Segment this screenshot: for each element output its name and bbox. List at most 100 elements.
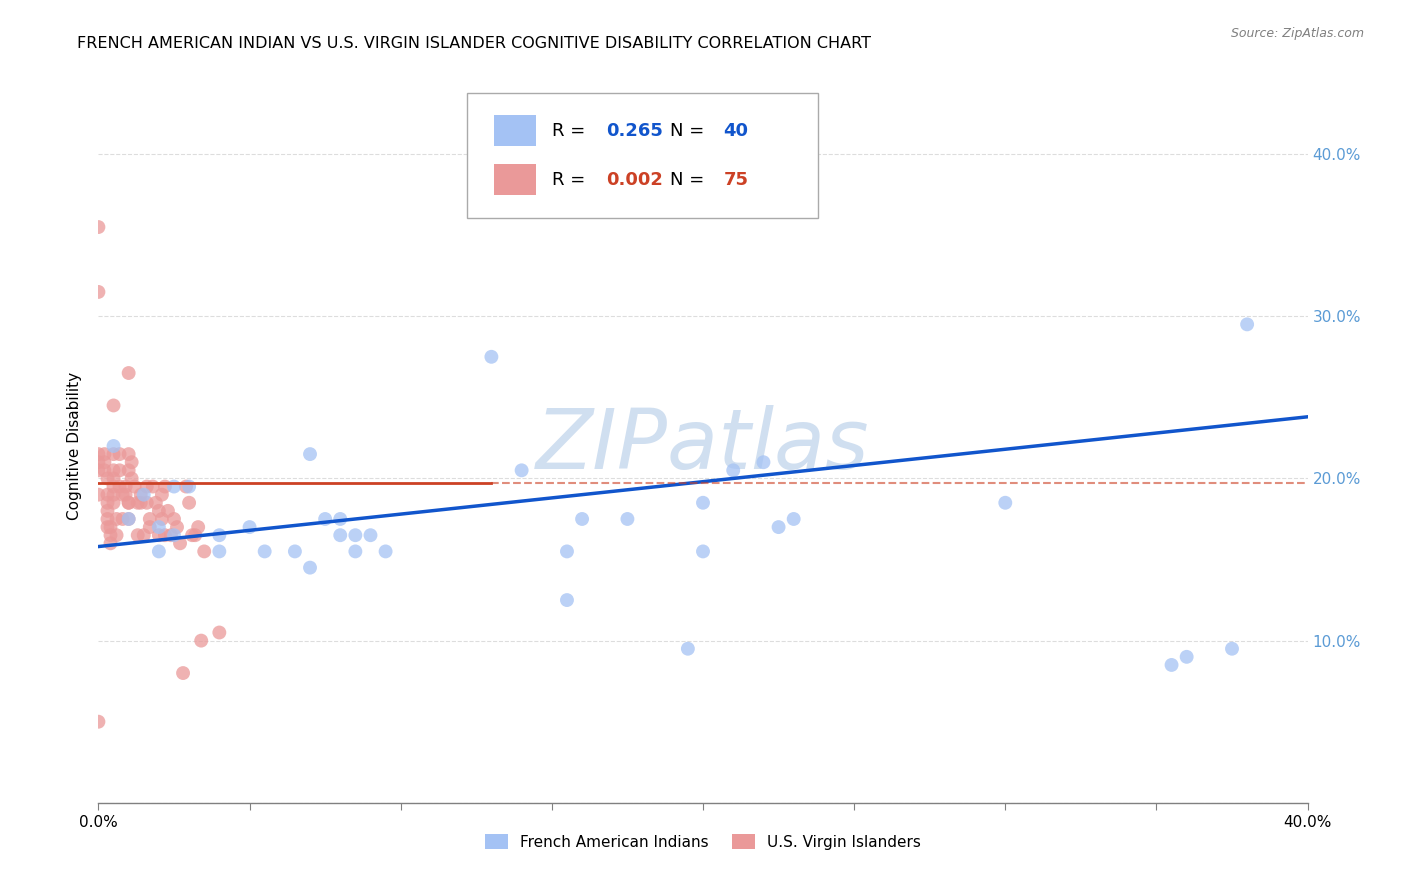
Point	[129, 488, 152, 502]
Point	[87, 220, 110, 235]
Point	[344, 544, 367, 558]
Point	[676, 641, 699, 656]
Point	[284, 544, 307, 558]
Point	[208, 544, 231, 558]
Point	[103, 488, 125, 502]
Point	[96, 504, 118, 518]
Point	[616, 512, 638, 526]
FancyBboxPatch shape	[494, 115, 536, 146]
Point	[132, 528, 155, 542]
Point	[103, 463, 125, 477]
Point	[1236, 318, 1258, 332]
Text: N =: N =	[671, 170, 709, 188]
Point	[103, 447, 125, 461]
Point	[723, 463, 745, 477]
Point	[329, 512, 352, 526]
Point	[692, 544, 714, 558]
Point	[166, 520, 188, 534]
Point	[96, 512, 118, 526]
Text: R =: R =	[551, 122, 589, 140]
Point	[96, 496, 118, 510]
Point	[153, 479, 176, 493]
Point	[111, 512, 134, 526]
Point	[187, 520, 209, 534]
Point	[118, 447, 141, 461]
Point	[239, 520, 262, 534]
Point	[156, 504, 179, 518]
Legend: French American Indians, U.S. Virgin Islanders: French American Indians, U.S. Virgin Isl…	[479, 828, 927, 855]
Point	[111, 488, 134, 502]
Point	[139, 520, 162, 534]
Point	[208, 625, 231, 640]
Point	[768, 520, 790, 534]
FancyBboxPatch shape	[494, 164, 536, 195]
Point	[510, 463, 533, 477]
Point	[172, 666, 194, 681]
Point	[481, 350, 503, 364]
FancyBboxPatch shape	[467, 93, 818, 218]
Point	[179, 479, 201, 493]
Point	[344, 528, 367, 542]
Point	[160, 528, 183, 542]
Point	[124, 479, 146, 493]
Point	[783, 512, 806, 526]
Text: ZIPatlas: ZIPatlas	[536, 406, 870, 486]
Point	[105, 512, 128, 526]
Point	[121, 455, 143, 469]
Point	[148, 528, 170, 542]
Point	[121, 471, 143, 485]
Point	[150, 488, 173, 502]
Point	[329, 528, 352, 542]
Point	[1220, 641, 1243, 656]
Point	[1175, 649, 1198, 664]
Y-axis label: Cognitive Disability: Cognitive Disability	[67, 372, 83, 520]
Point	[118, 496, 141, 510]
Point	[103, 399, 125, 413]
Point	[132, 488, 155, 502]
Point	[96, 471, 118, 485]
Point	[108, 447, 131, 461]
Text: R =: R =	[551, 170, 589, 188]
Point	[103, 496, 125, 510]
Point	[93, 463, 115, 477]
Point	[1160, 657, 1182, 672]
Point	[108, 479, 131, 493]
Point	[100, 528, 122, 542]
Point	[96, 488, 118, 502]
Point	[142, 479, 165, 493]
Text: FRENCH AMERICAN INDIAN VS U.S. VIRGIN ISLANDER COGNITIVE DISABILITY CORRELATION : FRENCH AMERICAN INDIAN VS U.S. VIRGIN IS…	[77, 36, 872, 51]
Point	[87, 714, 110, 729]
Text: 0.265: 0.265	[606, 122, 664, 140]
Point	[174, 479, 197, 493]
Point	[148, 544, 170, 558]
Point	[571, 512, 593, 526]
Point	[87, 285, 110, 299]
Point	[179, 496, 201, 510]
Point	[127, 528, 149, 542]
Point	[994, 496, 1017, 510]
Point	[752, 455, 775, 469]
Point	[360, 528, 382, 542]
Point	[103, 439, 125, 453]
Point	[163, 512, 186, 526]
Point	[148, 504, 170, 518]
Point	[163, 528, 186, 542]
Point	[103, 479, 125, 493]
Point	[87, 447, 110, 461]
Point	[87, 455, 110, 469]
Point	[145, 496, 167, 510]
Point	[314, 512, 336, 526]
Point	[299, 447, 322, 461]
Point	[118, 512, 141, 526]
Point	[135, 496, 157, 510]
Point	[299, 560, 322, 574]
Point	[100, 536, 122, 550]
Point	[135, 479, 157, 493]
Point	[105, 528, 128, 542]
Point	[127, 496, 149, 510]
Point	[374, 544, 396, 558]
Point	[118, 463, 141, 477]
Point	[193, 544, 215, 558]
Point	[692, 496, 714, 510]
Point	[118, 512, 141, 526]
